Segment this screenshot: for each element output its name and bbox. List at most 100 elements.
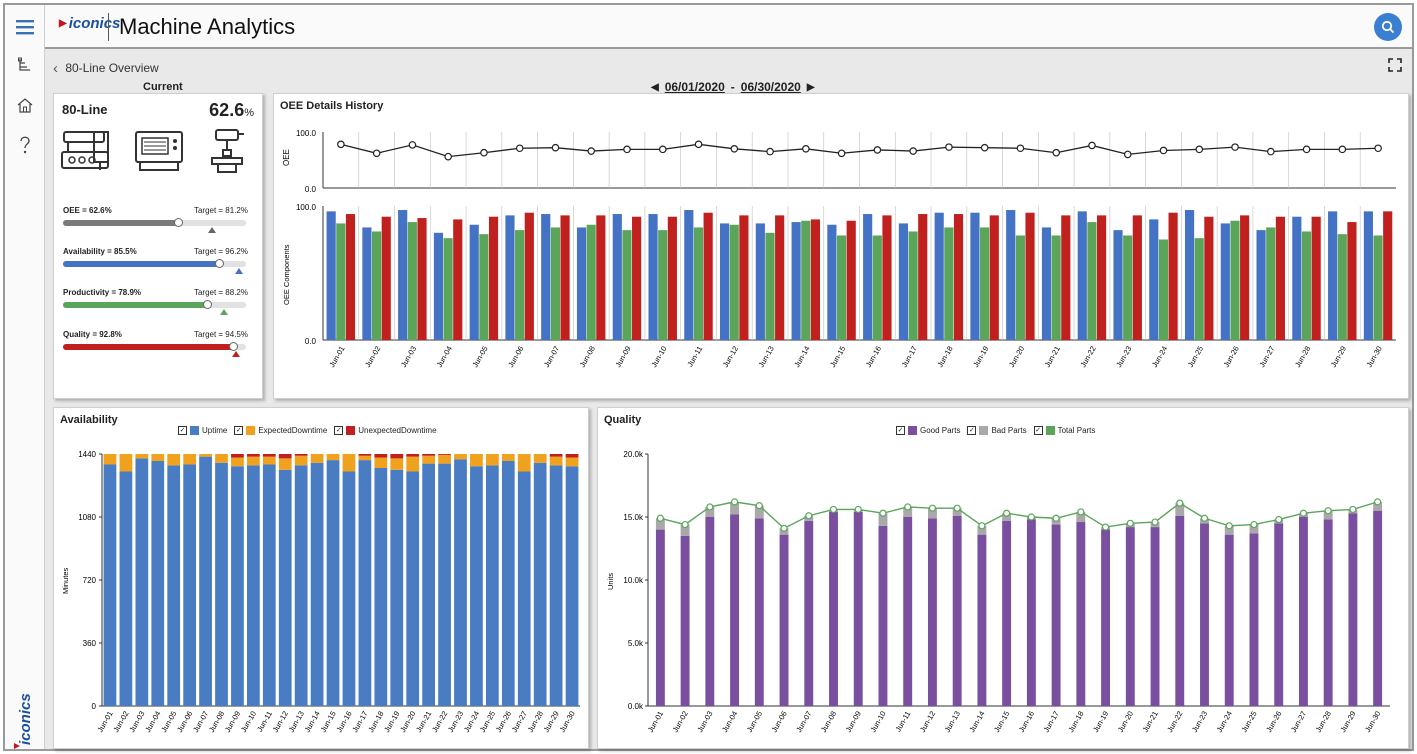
kpi-progress-fill (63, 302, 208, 308)
component-bar (684, 210, 694, 340)
breadcrumb-label[interactable]: 80-Line Overview (65, 61, 159, 75)
oee-point (1374, 144, 1382, 153)
kpi-progress-knob (228, 342, 238, 351)
avail-y-axis-label: Minutes (61, 567, 70, 594)
component-bar (417, 218, 427, 340)
x-tick-label: Jun-03 (695, 710, 714, 734)
availability-bar-segment (119, 471, 133, 706)
fullscreen-icon[interactable] (1388, 58, 1402, 77)
component-bar (1266, 227, 1276, 340)
component-bar (1383, 211, 1393, 340)
availability-bar-segment (390, 469, 404, 706)
total-parts-point (1101, 523, 1110, 531)
oee-point (1123, 150, 1132, 159)
hierarchy-icon[interactable] (5, 57, 45, 73)
oee-point (694, 140, 703, 149)
oee-history-chart: 100.0 0.0 OEE 100.0 0.0 OEE Components Jun-01 J… (282, 129, 1396, 369)
component-bar (720, 223, 730, 340)
legend-item[interactable]: ✓ Uptime (178, 426, 227, 435)
oee-point (945, 143, 953, 151)
legend-item[interactable]: ✓ Total Parts (1033, 426, 1096, 435)
kpi-target: Target = 81.2% (193, 206, 248, 215)
component-bar (908, 231, 918, 340)
x-tick-label: Jun-28 (1293, 345, 1312, 369)
oee-point (658, 145, 667, 154)
oee-history-panel: OEE Details History 100.0 0.0 OEE 100.0 0.0 O… (273, 93, 1409, 399)
date-range-nav: ◀ 06/01/2020 - 06/30/2020 ▶ (651, 80, 815, 94)
good-parts-bar (1101, 529, 1111, 706)
kpi-progress-track (63, 259, 246, 268)
checkbox-icon[interactable]: ✓ (896, 426, 905, 435)
total-parts-point (1349, 505, 1357, 514)
quality-y-tick-label: 15.0k (623, 513, 644, 522)
availability-bar-segment (549, 454, 563, 457)
prev-arrow-icon[interactable]: ◀ (651, 81, 659, 93)
oee-point (802, 144, 810, 153)
component-bar (524, 212, 534, 340)
checkbox-icon[interactable]: ✓ (1033, 426, 1043, 435)
total-parts-point (1225, 522, 1233, 530)
availability-bar-segment (231, 454, 244, 458)
help-icon[interactable] (5, 135, 45, 155)
oee-point (372, 149, 381, 158)
checkbox-icon[interactable]: ✓ (178, 426, 187, 435)
chevron-left-icon[interactable]: ‹ (53, 60, 58, 77)
legend-swatch (346, 426, 356, 435)
checkbox-icon[interactable]: ✓ (967, 426, 977, 435)
kpi-progress-track (63, 300, 246, 309)
date-start[interactable]: 06/01/2020 (664, 80, 725, 94)
breadcrumb[interactable]: ‹ 80-Line Overview (53, 59, 159, 77)
brand-text: iconics (17, 693, 34, 745)
component-bar (989, 215, 999, 340)
good-parts-bar (1274, 523, 1284, 706)
legend-item[interactable]: ✓ UnexpectedDowntime (334, 426, 437, 435)
component-bar (667, 216, 677, 340)
component-bar (1275, 216, 1285, 340)
legend-swatch (190, 426, 199, 435)
checkbox-icon[interactable]: ✓ (234, 426, 244, 435)
good-parts-bar (1249, 533, 1259, 706)
component-bar (488, 216, 499, 340)
bad-parts-bar (1323, 510, 1333, 520)
bad-parts-bar (977, 525, 987, 535)
availability-bar-segment (246, 454, 260, 457)
total-parts-point (928, 504, 937, 512)
oee-y-axis-label: OEE (282, 149, 291, 166)
x-tick-label: Jun-19 (971, 345, 990, 369)
search-icon[interactable] (1374, 13, 1402, 41)
legend-item[interactable]: ✓ ExpectedDowntime (234, 426, 327, 435)
legend-label: Total Parts (1057, 426, 1096, 435)
current-section-label: Current (143, 81, 183, 93)
x-tick-label: Jun-06 (770, 710, 789, 734)
availability-bar-segment (374, 468, 388, 706)
next-arrow-icon[interactable]: ▶ (806, 81, 815, 93)
legend-item[interactable]: ✓ Good Parts (896, 426, 960, 435)
home-icon[interactable] (5, 97, 45, 113)
x-tick-label: Jun-16 (1017, 710, 1036, 734)
oee-point (480, 148, 488, 157)
date-end[interactable]: 06/30/2020 (740, 80, 801, 94)
component-bar (443, 238, 453, 340)
total-parts-point (706, 503, 714, 511)
component-bar (693, 227, 704, 340)
components-y-tick-label: 0.0 (305, 337, 317, 346)
legend-swatch (908, 426, 917, 435)
component-bar (479, 234, 489, 340)
legend-item[interactable]: ✓ Bad Parts (967, 426, 1027, 435)
component-bar (872, 235, 882, 340)
kpi-progress-knob (203, 300, 213, 309)
avail-y-tick-label: 360 (83, 639, 97, 648)
availability-bar-segment (485, 465, 499, 706)
components-y-tick-label: 100.0 (296, 203, 317, 212)
x-tick-label: Jun-09 (613, 345, 632, 369)
legend-label: ExpectedDowntime (258, 426, 328, 435)
good-parts-bar (1373, 510, 1383, 706)
component-bar (934, 212, 944, 340)
availability-bar-segment (167, 465, 181, 706)
hamburger-icon[interactable] (5, 19, 45, 35)
checkbox-icon[interactable]: ✓ (334, 426, 344, 435)
bad-parts-bar (1175, 503, 1185, 516)
good-parts-bar (952, 515, 962, 706)
total-parts-line (660, 501, 1378, 530)
total-parts-point (681, 520, 689, 529)
